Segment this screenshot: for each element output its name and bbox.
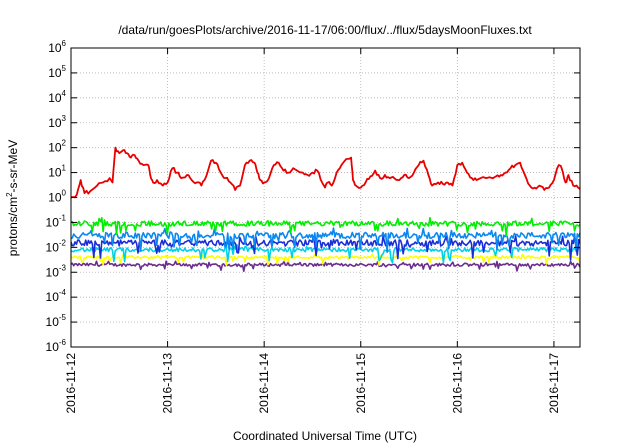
y-tick-label: 10-1: [46, 213, 67, 229]
x-tick-label: 2016-11-15: [354, 353, 368, 414]
y-tick-label: 100: [48, 189, 66, 205]
series-line-3: [70, 235, 581, 261]
y-tick-label: 10-5: [46, 313, 67, 329]
series-line-0: [70, 260, 581, 272]
series-line-5: [70, 216, 581, 237]
grid-lines: [71, 48, 580, 347]
y-tick-label: 10-2: [46, 238, 67, 254]
y-tick-label: 102: [48, 139, 66, 155]
y-tick-label: 104: [48, 89, 66, 105]
series-layer: [70, 146, 581, 272]
y-axis-label-prefix: protons/cm: [6, 197, 20, 256]
x-axis-label: Coordinated Universal Time (UTC): [233, 429, 417, 443]
series-line-4: [70, 227, 581, 253]
series-line-6: [70, 146, 581, 199]
x-tick-label: 2016-11-17: [547, 353, 561, 414]
y-tick-label: 106: [48, 39, 66, 55]
y-tick-label: 10-4: [46, 288, 67, 304]
x-tick-label: 2016-11-13: [161, 353, 175, 414]
x-tick-label: 2016-11-14: [257, 353, 271, 414]
y-tick-label: 10-3: [46, 263, 67, 279]
series-line-1: [70, 253, 581, 267]
series-line-2: [70, 244, 581, 264]
y-tick-label: 10-6: [46, 338, 67, 354]
y-axis-label: protons/cm2-s-sr-MeV: [5, 140, 20, 256]
y-tick-label: 103: [48, 114, 66, 130]
y-axis-label-exponent: 2: [5, 192, 14, 197]
chart-title: /data/run/goesPlots/archive/2016-11-17/0…: [118, 23, 532, 37]
y-axis: 10-6 10-5 10-4 10-3 10-2 10-1 100 101 102 103 104 1…: [46, 39, 580, 354]
x-tick-label: 2016-11-16: [450, 353, 464, 414]
y-tick-label: 105: [48, 64, 66, 80]
y-axis-label-suffix: -s-sr-MeV: [6, 140, 20, 193]
y-tick-label: 101: [48, 164, 66, 180]
x-axis: 2016-11-12 2016-11-13 2016-11-14 2016-11-15…: [64, 48, 561, 414]
x-tick-label: 2016-11-12: [64, 353, 78, 414]
